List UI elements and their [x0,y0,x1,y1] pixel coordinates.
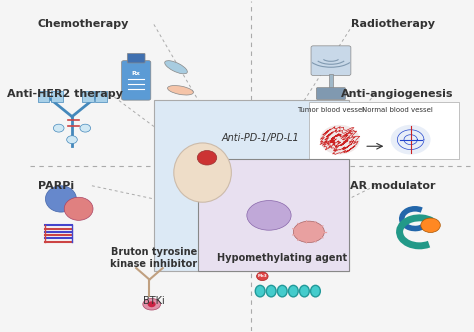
Circle shape [80,124,91,132]
Circle shape [148,301,155,307]
Text: Bruton tyrosine
kinase inhibitor: Bruton tyrosine kinase inhibitor [110,247,198,269]
Text: Tumor blood vessel: Tumor blood vessel [297,107,365,113]
Circle shape [391,125,430,154]
Text: Anti-HER2 therapy: Anti-HER2 therapy [8,89,123,99]
Ellipse shape [300,285,309,297]
Circle shape [197,150,217,165]
Circle shape [421,218,440,232]
Text: Anti-angiogenesis: Anti-angiogenesis [341,89,454,99]
Text: Rx: Rx [132,71,141,76]
FancyBboxPatch shape [121,61,151,100]
Text: Normal blood vessel: Normal blood vessel [362,107,433,113]
FancyBboxPatch shape [309,102,459,159]
Circle shape [54,124,64,132]
Text: Radiotherapy: Radiotherapy [351,20,435,30]
Text: PARPi: PARPi [38,181,74,191]
Circle shape [320,125,360,154]
FancyBboxPatch shape [316,88,346,100]
FancyBboxPatch shape [95,91,107,103]
Ellipse shape [167,86,193,95]
Ellipse shape [293,221,324,243]
Text: Anti-PD-1/PD-L1: Anti-PD-1/PD-L1 [221,133,299,143]
Circle shape [256,272,268,281]
FancyBboxPatch shape [82,91,94,103]
FancyBboxPatch shape [311,46,351,75]
FancyBboxPatch shape [198,159,349,271]
FancyBboxPatch shape [51,91,63,103]
Ellipse shape [64,197,93,220]
Text: AR modulator: AR modulator [350,181,436,191]
Ellipse shape [255,285,265,297]
Ellipse shape [46,186,76,212]
Text: Me3: Me3 [257,274,267,278]
Text: Chemotherapy: Chemotherapy [37,20,129,30]
Text: BTKi: BTKi [143,296,165,306]
Ellipse shape [174,143,231,202]
Ellipse shape [266,285,276,297]
Ellipse shape [289,285,298,297]
FancyBboxPatch shape [128,53,145,63]
FancyBboxPatch shape [154,100,349,271]
Ellipse shape [247,201,291,230]
Ellipse shape [164,61,187,74]
Ellipse shape [310,285,320,297]
Text: Hypomethylating agent: Hypomethylating agent [217,253,347,263]
Ellipse shape [143,298,161,310]
FancyBboxPatch shape [329,74,333,90]
FancyBboxPatch shape [38,91,49,103]
Circle shape [67,136,77,144]
Ellipse shape [277,285,287,297]
